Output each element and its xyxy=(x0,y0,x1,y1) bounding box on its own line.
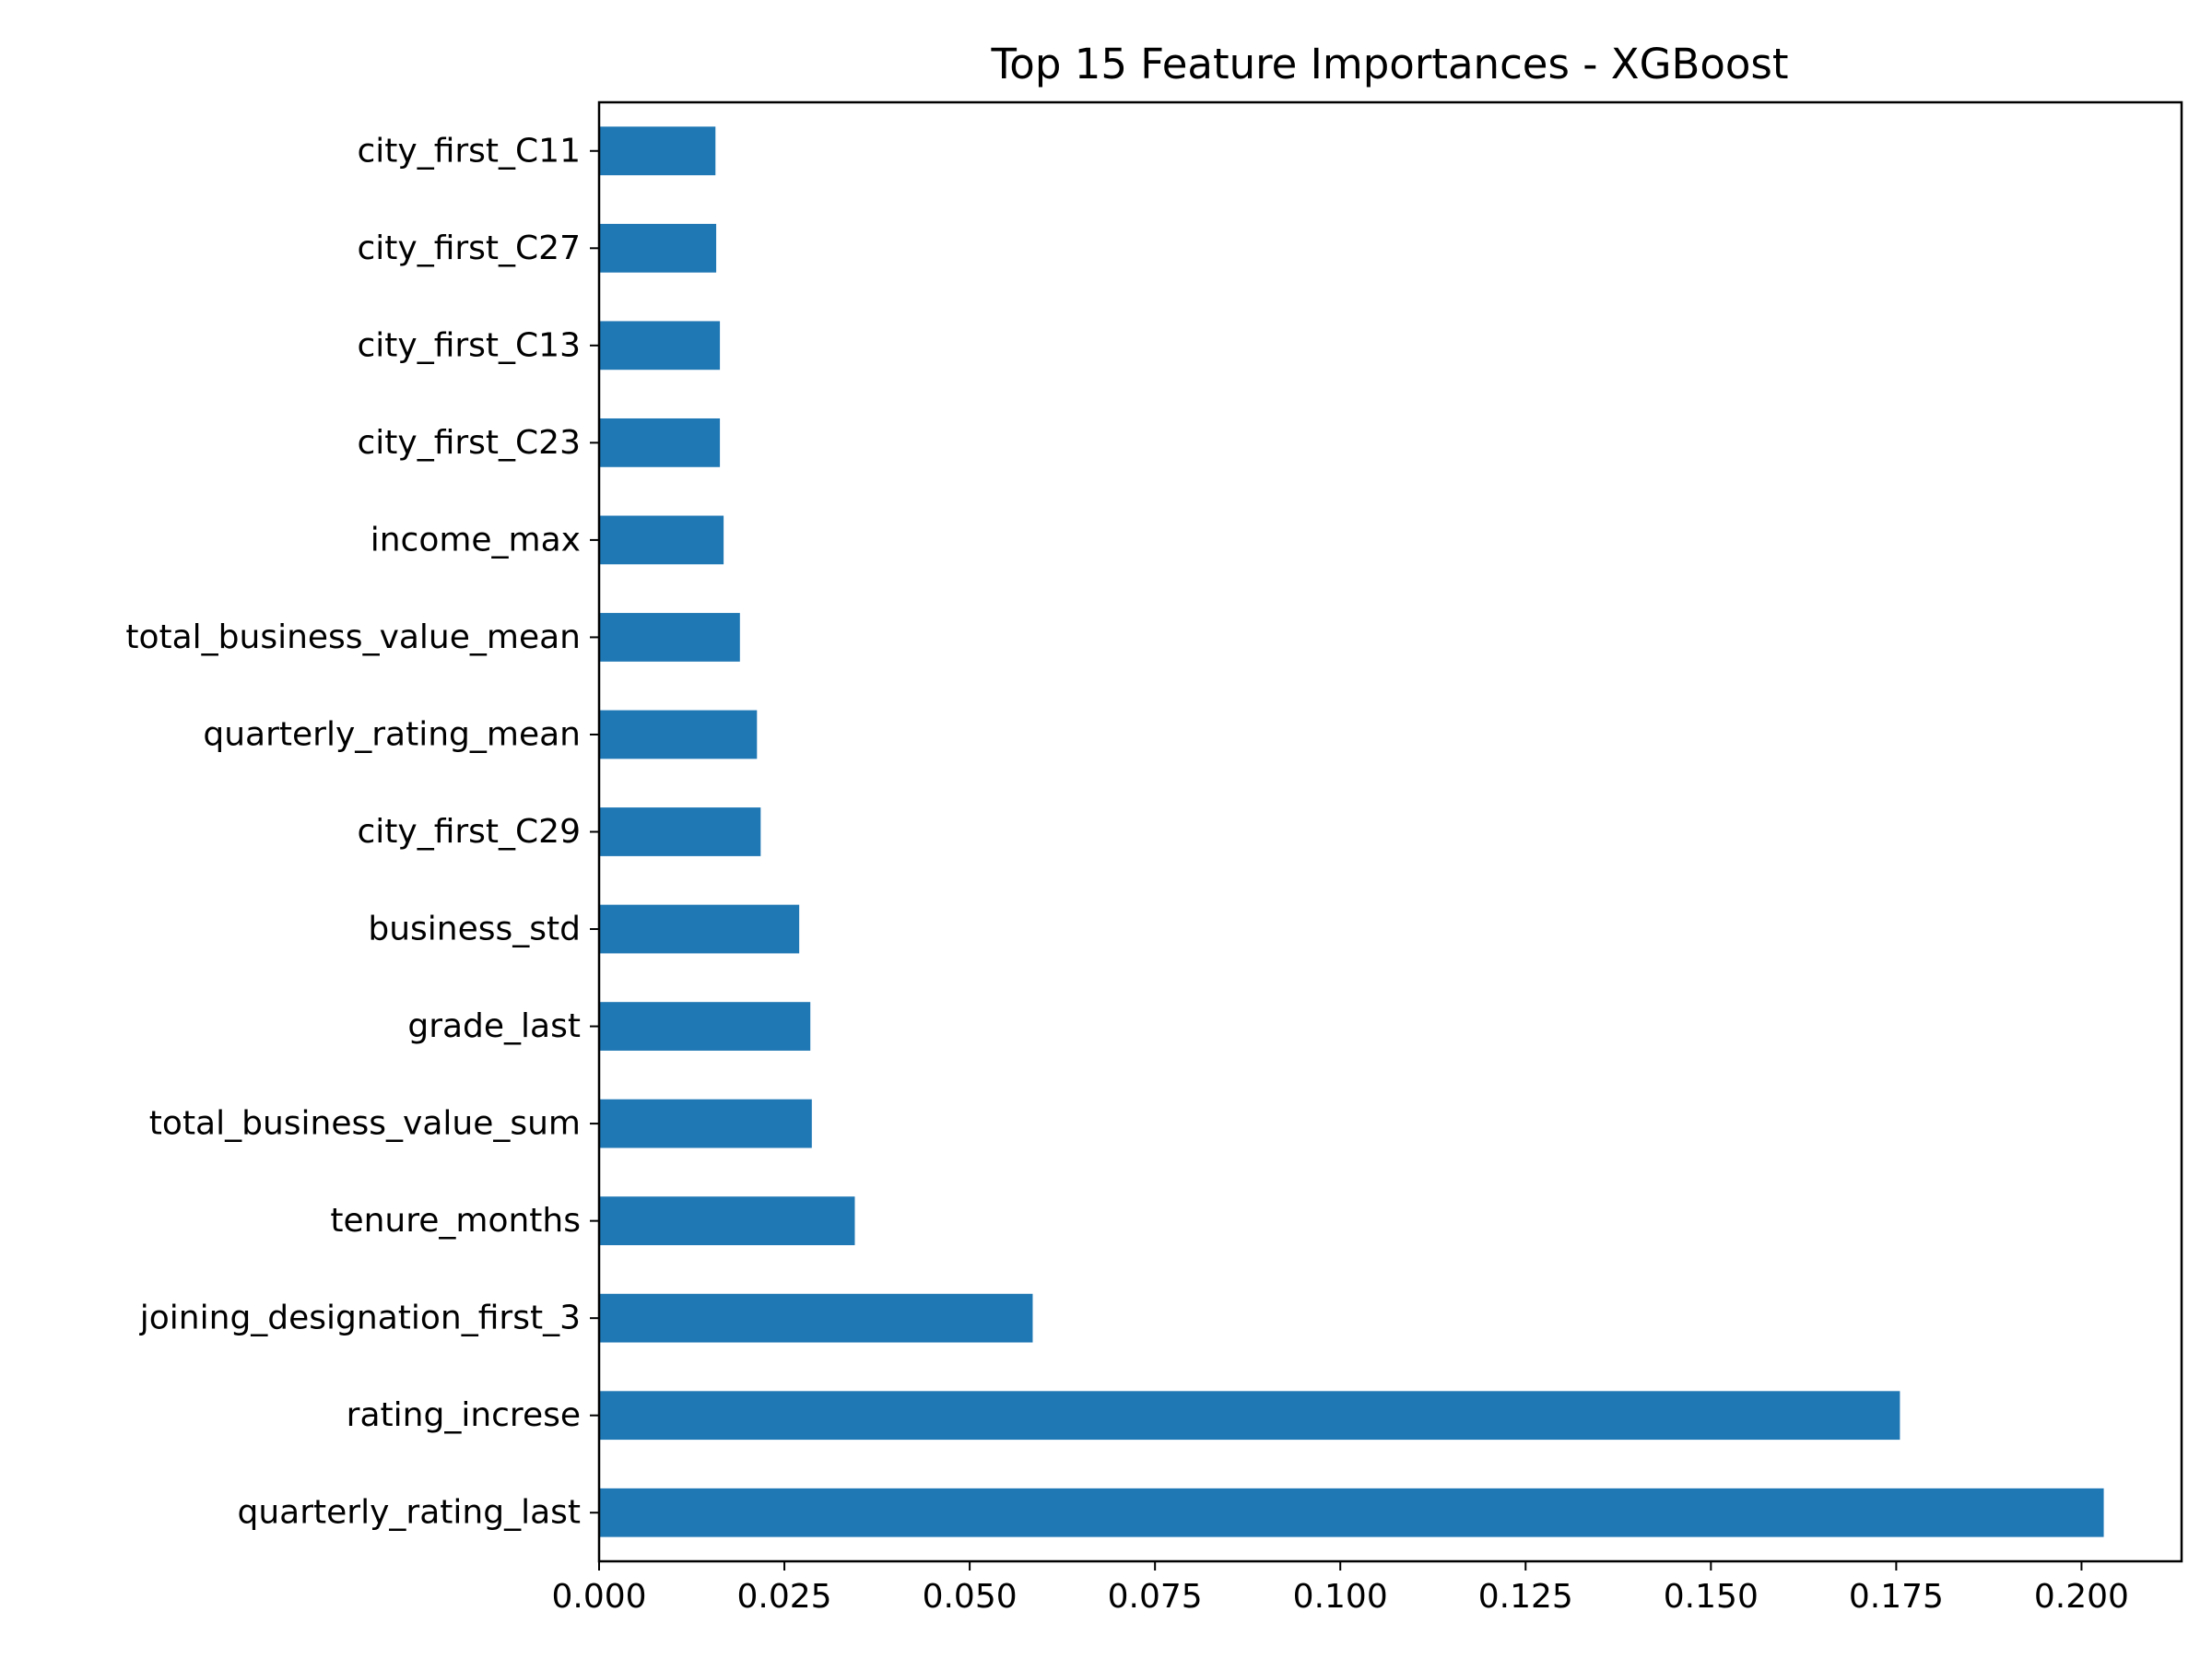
y-tick-label: income_max xyxy=(371,521,581,559)
bar-city-first-C27 xyxy=(599,223,717,273)
y-tick-label: business_std xyxy=(368,911,581,948)
y-tick-label: tenure_months xyxy=(330,1202,581,1240)
y-tick-label: city_first_C27 xyxy=(357,229,581,267)
bar-city-first-C29 xyxy=(599,807,761,856)
bar-quarterly-rating-mean xyxy=(599,710,758,759)
y-axis: quarterly_rating_last rating_increse joini… xyxy=(125,132,599,1532)
y-tick-label: joining_designation_first_3 xyxy=(139,1300,581,1337)
y-tick-label: city_first_C13 xyxy=(357,326,581,364)
y-tick-label: total_business_value_sum xyxy=(149,1105,581,1143)
bar-income-max xyxy=(599,515,724,565)
y-tick-label: rating_increse xyxy=(347,1396,581,1434)
y-tick-label: total_business_value_mean xyxy=(125,618,581,656)
bar-tenure-months xyxy=(599,1196,855,1246)
y-tick-label: city_first_C29 xyxy=(357,813,581,851)
y-tick-label: city_first_C23 xyxy=(357,424,581,462)
y-tick-label: quarterly_rating_last xyxy=(238,1494,581,1532)
bar-grade-last xyxy=(599,1002,811,1051)
bar-city-first-C13 xyxy=(599,321,721,371)
y-tick-label: city_first_C11 xyxy=(357,132,581,170)
bar-joining-designation-first-3 xyxy=(599,1293,1033,1343)
bar-rating-increse xyxy=(599,1391,1900,1441)
x-tick-label: 0.075 xyxy=(1108,1578,1203,1616)
bar-city-first-C11 xyxy=(599,126,716,176)
x-tick-label: 0.150 xyxy=(1664,1578,1759,1616)
x-tick-label: 0.025 xyxy=(737,1578,832,1616)
x-tick-label: 0.100 xyxy=(1293,1578,1388,1616)
bars-group xyxy=(599,126,2104,1537)
y-tick-label: quarterly_rating_mean xyxy=(203,715,581,753)
chart-title: Top 15 Feature Importances - XGBoost xyxy=(990,40,1788,88)
x-axis: 0.000 0.025 0.050 0.075 0.100 0.125 0.150 0.175… xyxy=(551,1561,2129,1616)
x-tick-label: 0.000 xyxy=(551,1578,646,1616)
bar-business-std xyxy=(599,904,800,954)
plot-frame xyxy=(597,100,2183,1563)
bar-city-first-C23 xyxy=(599,418,721,467)
y-tick-label: grade_last xyxy=(407,1007,581,1045)
bar-total-business-value-mean xyxy=(599,613,740,662)
bar-total-business-value-sum xyxy=(599,1099,812,1148)
bar-quarterly-rating-last xyxy=(599,1488,2104,1537)
x-tick-label: 0.125 xyxy=(1478,1578,1573,1616)
x-tick-label: 0.175 xyxy=(1849,1578,1944,1616)
x-tick-label: 0.200 xyxy=(2034,1578,2129,1616)
x-tick-label: 0.050 xyxy=(923,1578,1018,1616)
